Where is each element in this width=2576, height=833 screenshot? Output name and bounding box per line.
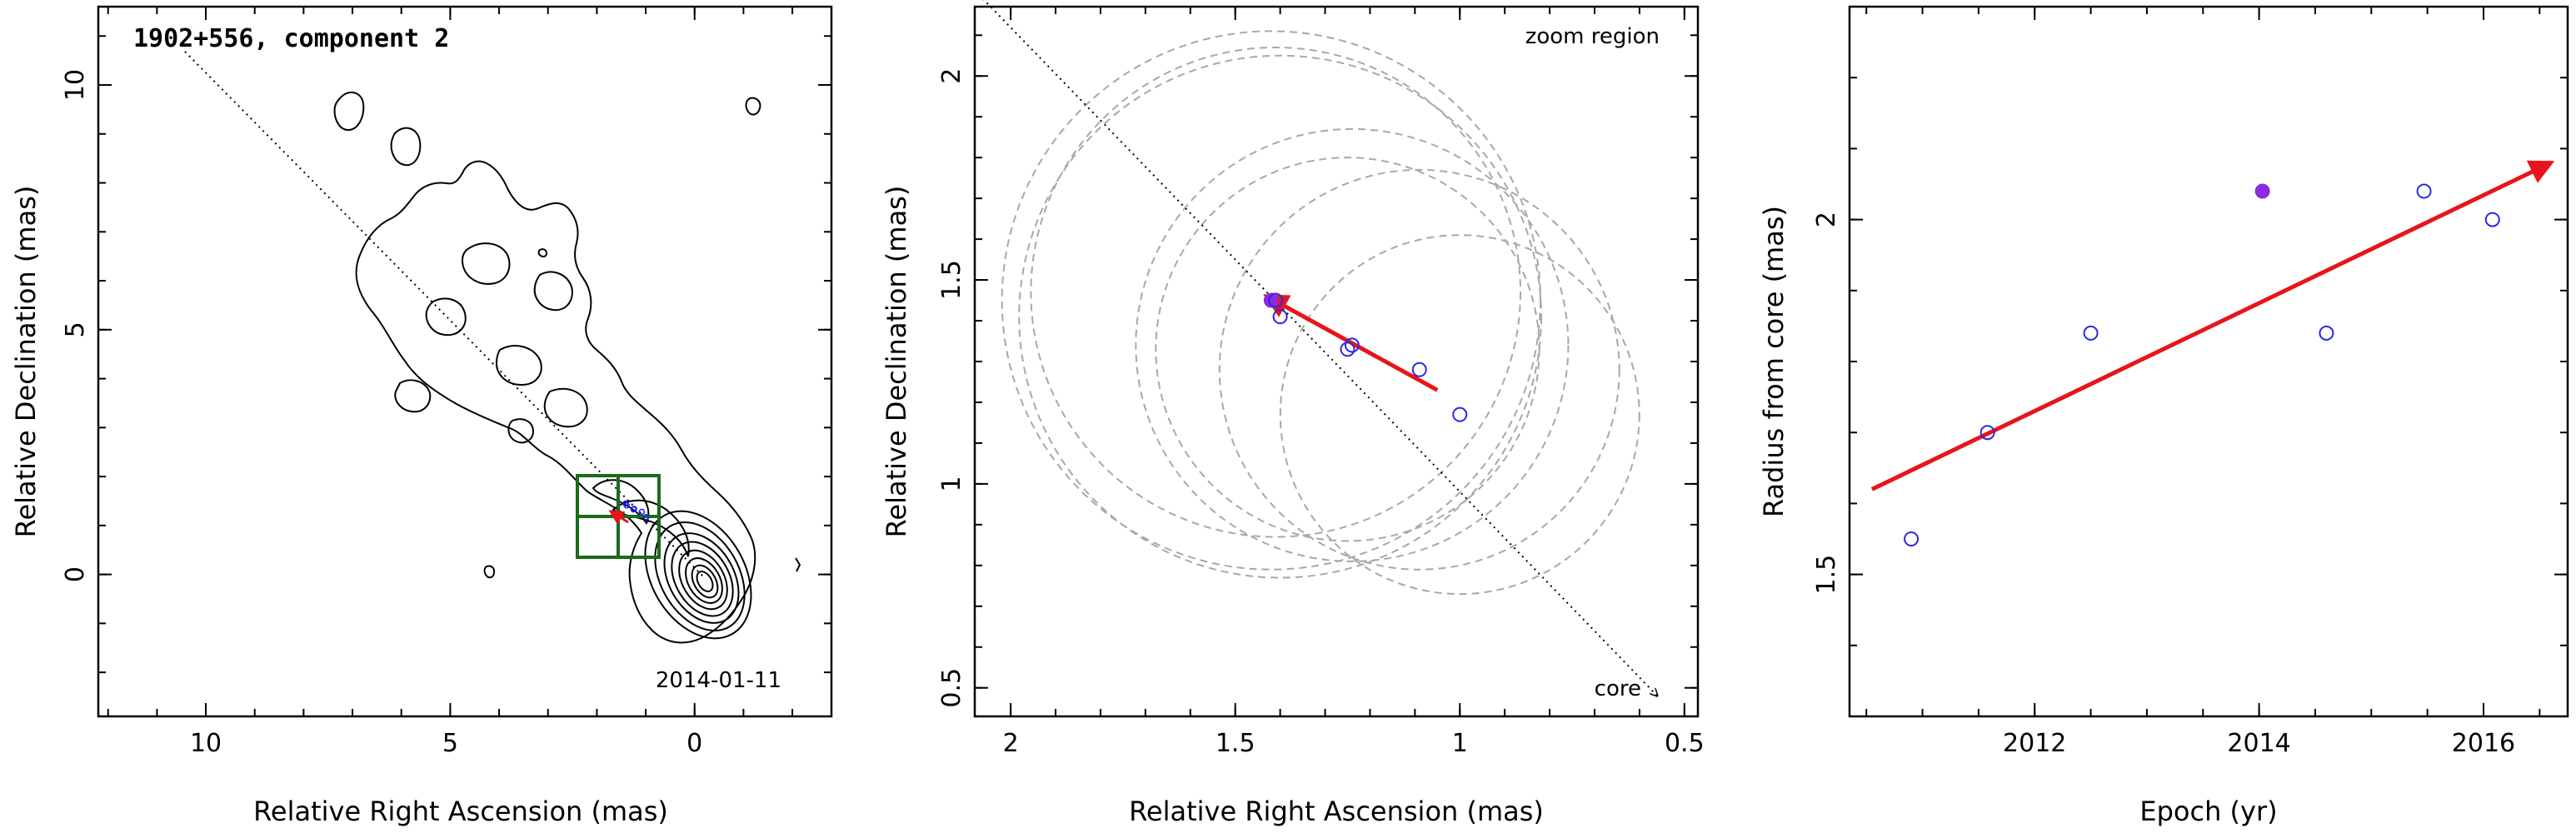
jet-axis-line [184, 51, 706, 579]
open-point [1272, 309, 1288, 325]
y-tick-label: 0.5 [937, 668, 966, 708]
x-tick-label: 2012 [2003, 729, 2066, 758]
panel-1-component-points [622, 500, 650, 521]
panel-2-zoom-region-label: zoom region [1525, 24, 1660, 49]
contour-blob-3 [745, 97, 761, 116]
filled-point [1263, 292, 1279, 308]
component-point [623, 502, 630, 509]
core-contours [592, 479, 752, 640]
panel-3-frame [1848, 5, 2569, 718]
open-point [1452, 407, 1468, 422]
panel-1-date-label: 2014-01-11 [656, 668, 781, 693]
x-tick-label: 1.5 [1216, 729, 1256, 758]
y-tick-label: 0 [61, 566, 90, 582]
panel-2-core-label: core [1595, 676, 1641, 701]
panel-3-data-points [1904, 183, 2500, 546]
contour-jet-1 [462, 242, 511, 285]
contour-jet-6 [394, 379, 432, 413]
contour-jet-2 [533, 271, 573, 312]
open-point [2319, 325, 2334, 341]
x-tick-label: 2014 [2227, 729, 2290, 758]
panel-1-title: 1902+556, component 2 [133, 24, 449, 53]
panel-2-jet-line [982, 0, 1657, 696]
panel-2-xlabel: Relative Right Ascension (mas) [1129, 796, 1544, 827]
y-tick-label: 10 [61, 69, 90, 101]
y-tick-label: 2 [937, 68, 966, 84]
panel-1-ticks: 10 5 0 0 5 10 [61, 7, 831, 758]
y-tick-label: 5 [61, 322, 90, 337]
open-point [1411, 362, 1427, 377]
beam-circle [1135, 127, 1570, 562]
open-point [1340, 342, 1355, 357]
contour-blob-1 [333, 91, 365, 132]
x-tick-label: 1 [1452, 729, 1468, 758]
panel-2-zoom: 2 1.5 1 0.5 0.5 1 1.5 2 zoom region core Relati… [881, 0, 1705, 827]
x-tick-label: 10 [190, 729, 222, 758]
contour-jet-3 [425, 297, 467, 337]
beam-circle [1155, 157, 1540, 542]
contour-jet-5 [543, 387, 588, 428]
contour-map [333, 91, 801, 644]
panel-3-ticks: 2012 2014 2016 1.5 2 [1812, 6, 2568, 758]
panel-1-frame [97, 5, 833, 718]
contour-outer [355, 160, 756, 644]
filled-point [2254, 183, 2270, 199]
panel-1-ylabel: Relative Declination (mas) [10, 186, 42, 538]
panel-1-motion-vector [608, 510, 629, 525]
x-tick-label: 5 [442, 729, 458, 758]
panel-2-beam-circles [1001, 30, 1640, 596]
panel-2-component-points [1263, 292, 1468, 422]
panel-2-ticks: 2 1.5 1 0.5 0.5 1 1.5 2 [937, 7, 1705, 758]
panel-3-ylabel: Radius from core (mas) [1758, 206, 1790, 517]
open-point [1904, 531, 1920, 546]
panel-1-contour-map: 10 5 0 0 5 10 1902+556, component 2 2014-01-1… [10, 5, 833, 827]
y-tick-label: 1.5 [937, 260, 966, 300]
panel-3-xlabel: Epoch (yr) [2139, 796, 2277, 827]
open-point [2484, 212, 2500, 227]
contour-blob-5 [483, 565, 496, 579]
y-tick-label: 2 [1812, 212, 1841, 227]
component-point [642, 514, 650, 521]
component-point [638, 508, 646, 516]
panel-3-radius-vs-epoch: 2012 2014 2016 1.5 2 Epoch (yr) Radius from … [1758, 5, 2569, 827]
beam-circle [1001, 30, 1541, 571]
beam-circle [1030, 46, 1522, 538]
y-tick-label: 1 [937, 476, 966, 491]
contour-blob-2 [390, 127, 422, 167]
beam-circle [1018, 54, 1542, 579]
open-point [1268, 292, 1284, 308]
open-point [2083, 325, 2099, 341]
open-point [1344, 337, 1360, 353]
x-tick-label: 2 [1003, 729, 1019, 758]
panel-2-motion-vector [1263, 294, 1439, 392]
contour-blob-4 [537, 248, 548, 257]
panel-2-ylabel: Relative Declination (mas) [881, 186, 912, 538]
y-tick-label: 1.5 [1812, 555, 1841, 595]
contour-jet-7 [507, 418, 535, 444]
component-point [631, 506, 637, 512]
open-point [2416, 183, 2432, 199]
x-tick-label: 0 [686, 729, 702, 758]
beam-circle [1218, 168, 1620, 571]
panel-3-fit-arrow [1870, 160, 2555, 491]
x-tick-label: 0.5 [1665, 729, 1705, 758]
contour-jet-4 [495, 345, 542, 387]
panel-2-frame [973, 5, 1700, 718]
panel-1-xlabel: Relative Right Ascension (mas) [253, 796, 668, 827]
contour-blob-6 [795, 557, 801, 572]
x-tick-label: 2016 [2452, 729, 2515, 758]
open-point [1979, 425, 1995, 441]
beam-circle [1279, 234, 1640, 596]
